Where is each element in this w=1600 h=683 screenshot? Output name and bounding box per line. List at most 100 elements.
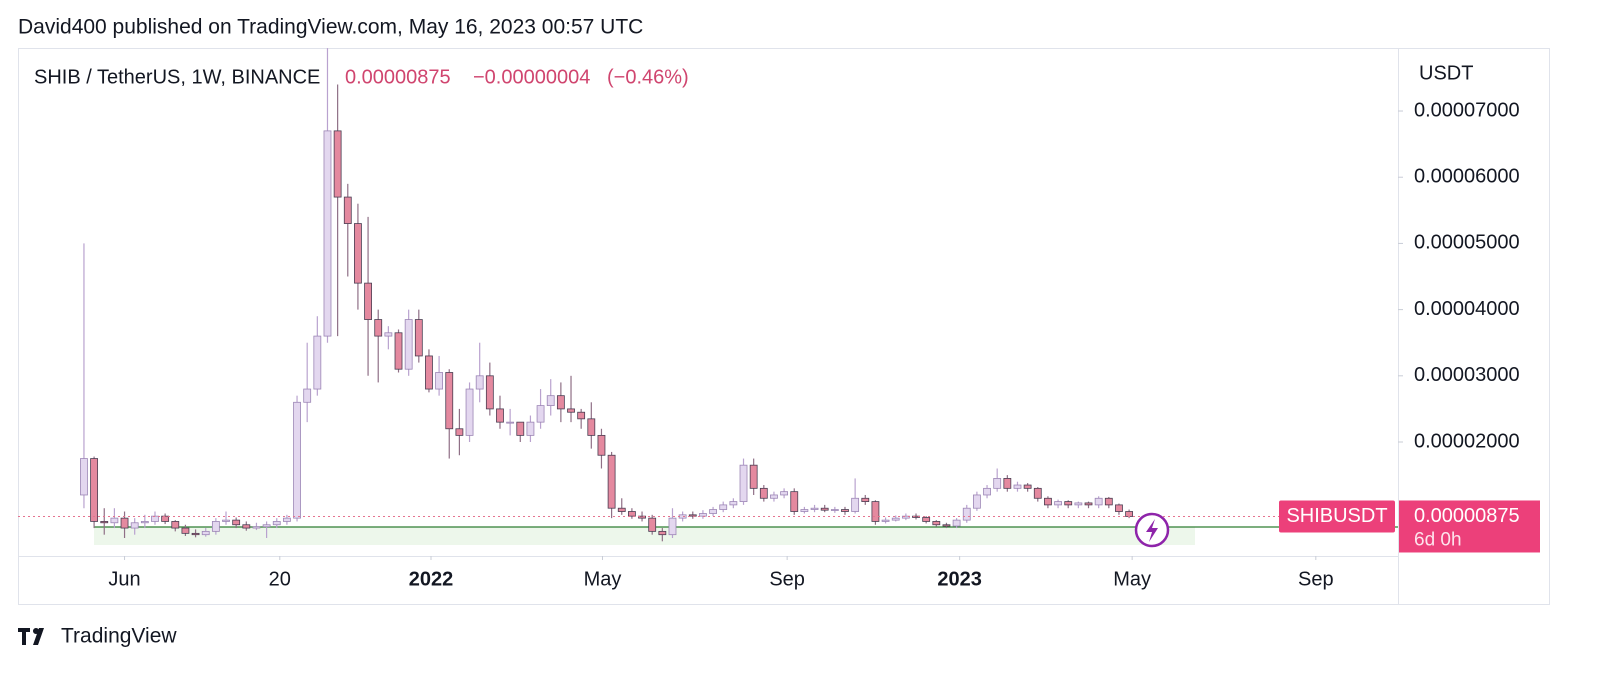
- candle-body: [851, 497, 860, 512]
- candle-body: [1054, 501, 1062, 506]
- candle-body: [922, 517, 931, 522]
- y-tick-label: 0.00006000: [1414, 165, 1520, 187]
- candle-body: [617, 507, 626, 512]
- lightning-icon[interactable]: [1134, 512, 1170, 548]
- candle-body: [719, 504, 728, 510]
- candle-body: [496, 408, 504, 423]
- price-badge: 0.00000875: [1414, 505, 1520, 527]
- candle-body: [577, 411, 586, 420]
- candle-body: [861, 497, 870, 502]
- candle-body: [201, 530, 210, 536]
- candle-body: [171, 521, 180, 529]
- candle-body: [678, 514, 687, 519]
- candle-body: [242, 524, 251, 529]
- footer-logo: TradingView: [18, 625, 177, 648]
- candle-body: [587, 418, 596, 436]
- candle-body: [536, 405, 545, 423]
- candle-body: [161, 515, 170, 522]
- header: David400 published on TradingView.com, M…: [18, 16, 643, 39]
- x-tick-label: 2023: [937, 568, 982, 590]
- candle-body: [871, 501, 880, 522]
- countdown: 6d 0h: [1414, 529, 1462, 550]
- candle-body: [140, 521, 149, 524]
- candle-body: [475, 375, 484, 390]
- candle-body: [1033, 487, 1042, 499]
- candle-body: [100, 521, 109, 524]
- candle-body: [668, 517, 677, 536]
- candle-body: [354, 223, 362, 284]
- x-tick-label: Sep: [769, 568, 805, 590]
- footer-text: TradingView: [61, 625, 177, 648]
- candle-body: [952, 519, 961, 527]
- candle-body: [942, 524, 951, 527]
- candle-body: [1074, 502, 1083, 506]
- candle-body: [962, 507, 971, 521]
- support-zone: [94, 527, 1195, 545]
- candle-body: [222, 519, 230, 522]
- candle-body: [506, 421, 515, 424]
- candle-body: [699, 513, 707, 517]
- candle-body: [627, 511, 636, 517]
- candle-body: [526, 421, 535, 436]
- candle-body: [394, 332, 403, 370]
- x-tick-label: May: [1113, 568, 1151, 590]
- candle-body: [841, 509, 849, 512]
- candle-body: [455, 428, 464, 436]
- candle-body: [445, 372, 454, 430]
- candle-body: [749, 464, 758, 489]
- price-badge-bg: [1399, 500, 1540, 553]
- candle-body: [648, 517, 657, 532]
- candle-body: [597, 434, 606, 456]
- candle-body: [658, 530, 667, 536]
- candle-body: [333, 130, 342, 198]
- candle-body: [130, 522, 139, 529]
- candle-body: [1023, 484, 1032, 489]
- y-axis-label: USDT: [1419, 62, 1473, 84]
- candle-body: [272, 521, 281, 526]
- candle-body: [780, 491, 789, 496]
- candle-body: [232, 519, 241, 526]
- candle-body: [820, 507, 829, 511]
- x-tick-label: 20: [269, 568, 291, 590]
- candle-body: [546, 395, 555, 406]
- candle-body: [901, 515, 910, 519]
- candle-body: [1013, 484, 1022, 489]
- candle-body: [556, 395, 565, 410]
- candle-body: [891, 517, 900, 521]
- x-tick-label: May: [584, 568, 622, 590]
- candle-body: [1044, 497, 1052, 506]
- candle-body: [252, 526, 261, 529]
- candle-body: [1125, 511, 1134, 517]
- candle-body: [972, 494, 981, 509]
- candle-body: [759, 487, 768, 499]
- price-change: −0.00000004: [473, 66, 590, 88]
- candle-body: [932, 521, 941, 526]
- plot: [18, 48, 1398, 545]
- candle-body: [1094, 497, 1103, 506]
- candle-body: [881, 519, 890, 522]
- candle-body: [1104, 497, 1113, 506]
- candle-body: [414, 319, 423, 357]
- candle-body: [1084, 502, 1093, 506]
- candle-body: [435, 372, 444, 390]
- candle-body: [343, 196, 352, 224]
- y-tick-label: 0.00005000: [1414, 232, 1520, 254]
- candle-body: [364, 282, 372, 320]
- y-tick-label: 0.00002000: [1414, 430, 1520, 452]
- candle-body: [211, 521, 220, 532]
- symbol-badge: SHIBUSDT: [1286, 505, 1387, 527]
- candle-body: [323, 130, 332, 337]
- candle-body: [729, 501, 738, 506]
- candle-body: [983, 487, 991, 496]
- candle-body: [1064, 501, 1073, 506]
- chart-frame: [18, 48, 1550, 605]
- candle-body: [303, 388, 312, 403]
- x-tick-label: 2022: [409, 568, 454, 590]
- price-change-percent: (−0.46%): [607, 66, 689, 88]
- candle-body: [120, 517, 129, 529]
- candle-body: [181, 527, 190, 534]
- candle-body: [425, 355, 433, 390]
- candle-body: [516, 421, 525, 436]
- y-tick-label: 0.00003000: [1414, 364, 1520, 386]
